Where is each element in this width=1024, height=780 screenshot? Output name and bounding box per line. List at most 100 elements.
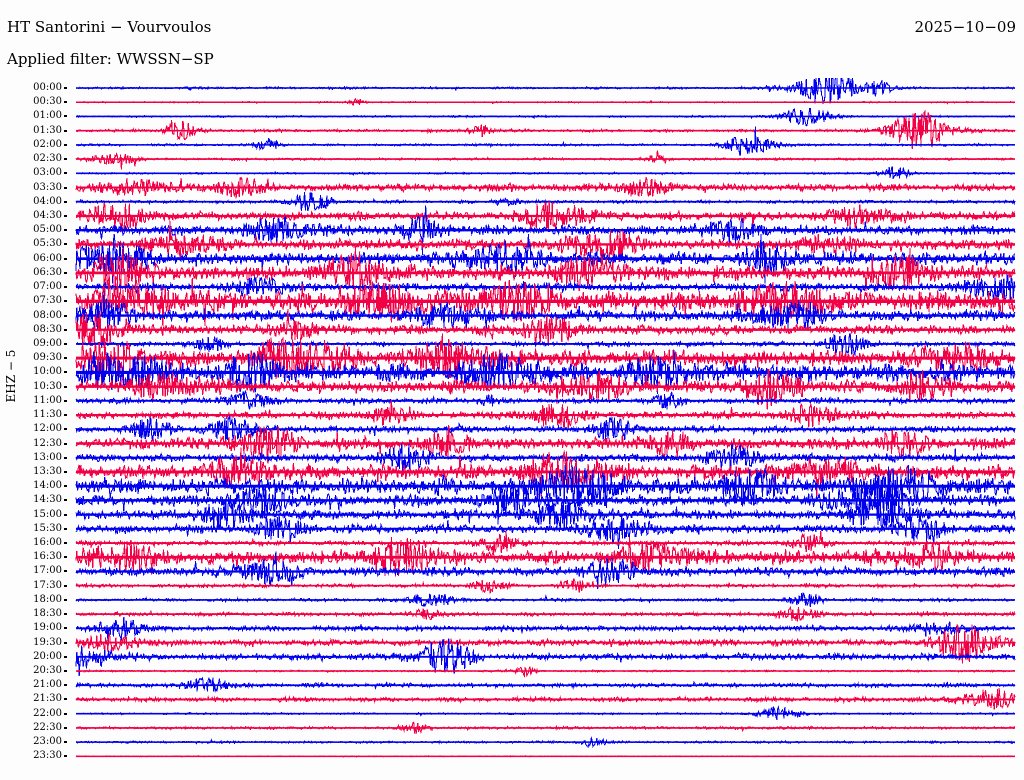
axis-tick: [64, 428, 67, 431]
time-label: 13:00: [33, 451, 62, 463]
trace-waveform: [75, 424, 1016, 464]
time-label: 16:30: [33, 551, 62, 563]
trace-waveform: [75, 78, 1016, 104]
axis-tick: [64, 300, 67, 303]
trace-waveform: [75, 480, 1016, 526]
axis-tick: [64, 670, 67, 673]
trace-waveform: [75, 191, 1016, 212]
time-label: 19:30: [33, 636, 62, 648]
time-label: 07:30: [33, 295, 62, 307]
time-label: 03:00: [33, 167, 62, 179]
time-label: 11:00: [33, 394, 62, 406]
trace-waveform: [75, 514, 1016, 550]
trace-waveform: [75, 688, 1016, 710]
trace-waveform: [75, 389, 1016, 410]
time-label: 20:00: [33, 650, 62, 662]
date-label: 2025−10−09: [914, 18, 1016, 36]
trace-waveform: [75, 176, 1016, 199]
axis-tick: [64, 371, 67, 374]
trace-waveform: [75, 447, 1016, 497]
trace-waveform: [75, 592, 1016, 608]
axis-tick: [64, 158, 67, 161]
axis-tick: [64, 385, 67, 388]
trace-waveform: [75, 290, 1016, 332]
axis-tick: [64, 741, 67, 744]
axis-tick: [64, 214, 67, 217]
time-label: 14:30: [33, 494, 62, 506]
axis-tick: [64, 726, 67, 729]
axis-tick: [64, 200, 67, 203]
time-label: 05:00: [33, 224, 62, 236]
trace-waveform: [75, 200, 1016, 233]
time-label: 16:00: [33, 537, 62, 549]
axis-tick: [64, 655, 67, 658]
time-label: 15:00: [33, 508, 62, 520]
trace-waveform: [75, 276, 1016, 327]
time-label: 08:00: [33, 309, 62, 321]
axis-tick: [64, 627, 67, 630]
time-label: 01:00: [33, 110, 62, 122]
time-label: 08:30: [33, 323, 62, 335]
axis-tick: [64, 570, 67, 573]
time-label: 02:30: [33, 153, 62, 165]
trace-waveform: [75, 273, 1016, 303]
time-label: 12:00: [33, 423, 62, 435]
axis-tick: [64, 172, 67, 175]
trace-waveform: [75, 369, 1016, 410]
applied-filter-label: Applied filter: WWSSN−SP: [7, 50, 214, 68]
axis-tick: [64, 513, 67, 516]
axis-tick: [64, 698, 67, 701]
trace-waveform: [75, 536, 1016, 577]
trace-waveform: [75, 638, 1016, 677]
axis-tick: [64, 527, 67, 530]
time-label: 21:00: [33, 679, 62, 691]
time-label: 03:30: [33, 181, 62, 193]
axis-tick: [64, 101, 67, 104]
trace-waveform: [75, 624, 1016, 664]
time-label: 04:00: [33, 195, 62, 207]
trace-waveform: [75, 150, 1016, 170]
trace-waveform: [75, 309, 1016, 348]
trace-waveform: [75, 221, 1016, 263]
trace-waveform: [75, 443, 1016, 476]
time-label: 04:30: [33, 209, 62, 221]
time-label: 00:00: [33, 82, 62, 93]
time-label: 05:30: [33, 238, 62, 250]
trace-waveform: [75, 333, 1016, 383]
trace-waveform: [75, 97, 1016, 107]
time-label: 17:00: [33, 565, 62, 577]
trace-waveform: [75, 496, 1016, 530]
axis-tick: [64, 115, 67, 118]
axis-tick: [64, 328, 67, 331]
axis-tick: [64, 584, 67, 587]
trace-waveform: [75, 531, 1016, 554]
time-label: 00:30: [33, 96, 62, 108]
axis-tick: [64, 684, 67, 687]
trace-waveform: [75, 721, 1016, 734]
time-label: 01:30: [33, 124, 62, 136]
time-label: 21:30: [33, 693, 62, 705]
axis-tick: [64, 257, 67, 260]
trace-waveform: [75, 735, 1016, 749]
axis-tick: [64, 712, 67, 715]
time-label: 13:30: [33, 465, 62, 477]
trace-waveform: [75, 205, 1016, 255]
time-label: 11:30: [33, 409, 62, 421]
trace-waveform: [75, 332, 1016, 357]
time-label: 20:30: [33, 665, 62, 677]
trace-waveform: [75, 705, 1016, 721]
trace-waveform: [75, 233, 1016, 284]
trace-waveform: [75, 350, 1016, 394]
time-label: 09:00: [33, 337, 62, 349]
axis-tick: [64, 399, 67, 402]
axis-tick: [64, 286, 67, 289]
axis-tick: [64, 129, 67, 132]
axis-tick: [64, 87, 67, 89]
trace-waveform: [75, 577, 1016, 594]
time-label: 23:30: [33, 750, 62, 762]
page-title: HT Santorini − Vourvoulos: [7, 18, 212, 36]
axis-tick: [64, 414, 67, 417]
time-label: 07:00: [33, 281, 62, 293]
axis-tick: [64, 485, 67, 488]
